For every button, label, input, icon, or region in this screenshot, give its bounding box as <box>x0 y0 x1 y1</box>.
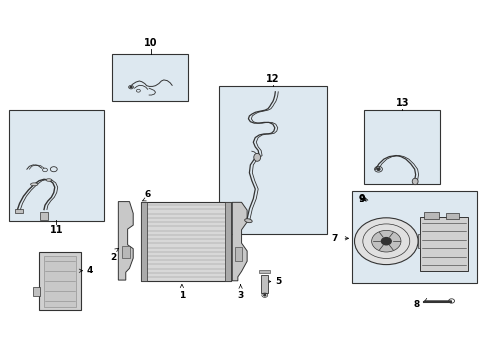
Bar <box>33 287 40 296</box>
Bar <box>424 212 438 219</box>
Text: 8: 8 <box>412 300 419 309</box>
Circle shape <box>376 168 379 170</box>
Circle shape <box>371 230 400 252</box>
Bar <box>234 247 242 261</box>
Ellipse shape <box>244 219 252 222</box>
Polygon shape <box>232 202 246 281</box>
Circle shape <box>130 86 132 88</box>
Bar <box>259 270 269 273</box>
Text: 13: 13 <box>395 98 408 108</box>
Bar <box>9 110 104 221</box>
Text: 10: 10 <box>143 37 157 48</box>
Text: 12: 12 <box>265 73 279 84</box>
Text: 11: 11 <box>49 225 63 235</box>
Bar <box>141 202 231 281</box>
Ellipse shape <box>46 179 52 181</box>
Bar <box>112 54 188 101</box>
Circle shape <box>354 218 417 265</box>
Text: 9: 9 <box>358 195 364 204</box>
Ellipse shape <box>411 178 417 185</box>
Bar <box>219 86 326 234</box>
Ellipse shape <box>30 183 38 186</box>
Bar <box>364 110 439 184</box>
Bar <box>44 256 76 307</box>
Circle shape <box>263 294 265 296</box>
Bar <box>39 252 81 310</box>
Bar <box>417 234 419 248</box>
Text: 4: 4 <box>86 266 93 275</box>
Text: 2: 2 <box>110 253 116 262</box>
Polygon shape <box>118 202 133 280</box>
Bar <box>419 217 468 271</box>
Bar <box>40 212 48 220</box>
Bar <box>122 246 129 258</box>
Bar <box>15 209 23 213</box>
Text: 5: 5 <box>274 277 281 286</box>
Text: 1: 1 <box>179 291 184 300</box>
Text: 3: 3 <box>237 291 243 300</box>
Circle shape <box>381 238 390 245</box>
Bar <box>261 275 268 293</box>
Bar <box>225 202 231 281</box>
Bar <box>351 191 476 283</box>
Text: 6: 6 <box>144 190 150 199</box>
Ellipse shape <box>253 153 260 161</box>
Text: 7: 7 <box>330 234 337 243</box>
Bar <box>141 202 146 281</box>
Bar <box>446 213 458 219</box>
Text: 9: 9 <box>358 194 365 204</box>
